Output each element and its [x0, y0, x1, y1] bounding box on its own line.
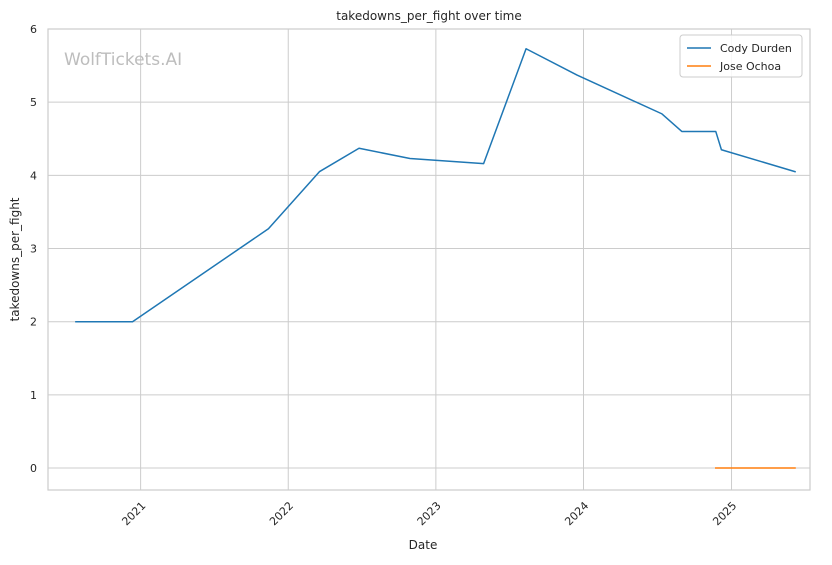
- y-tick-label: 5: [30, 96, 37, 109]
- x-tick-label: 2021: [119, 499, 148, 528]
- watermark-text: WolfTickets.AI: [64, 50, 182, 70]
- x-tick-label: 2025: [710, 499, 739, 528]
- series-line-0: [75, 48, 796, 323]
- legend: Cody Durden Jose Ochoa: [679, 34, 803, 78]
- series-lines: [75, 48, 796, 469]
- y-axis-label: takedowns_per_fight: [8, 197, 22, 321]
- y-tick-label: 6: [30, 23, 37, 36]
- legend-label: Cody Durden: [720, 42, 792, 55]
- x-tick-label: 2022: [267, 499, 296, 528]
- x-tick-label: 2024: [562, 499, 591, 528]
- y-tick-label: 1: [30, 389, 37, 402]
- grid: [48, 28, 810, 490]
- x-axis-ticks: 2021 2022 2023 2024 2025: [119, 499, 739, 528]
- y-tick-label: 4: [30, 169, 37, 182]
- chart-title: takedowns_per_fight over time: [336, 9, 522, 23]
- y-tick-label: 2: [30, 316, 37, 329]
- legend-label: Jose Ochoa: [719, 60, 781, 73]
- y-tick-label: 3: [30, 243, 37, 256]
- legend-entries: Cody Durden Jose Ochoa: [687, 42, 792, 73]
- y-axis-ticks: 0 1 2 3 4 5 6: [30, 23, 37, 475]
- x-tick-label: 2023: [415, 499, 444, 528]
- x-axis-label: Date: [409, 538, 438, 552]
- y-tick-label: 0: [30, 462, 37, 475]
- plot-area: [47, 28, 811, 491]
